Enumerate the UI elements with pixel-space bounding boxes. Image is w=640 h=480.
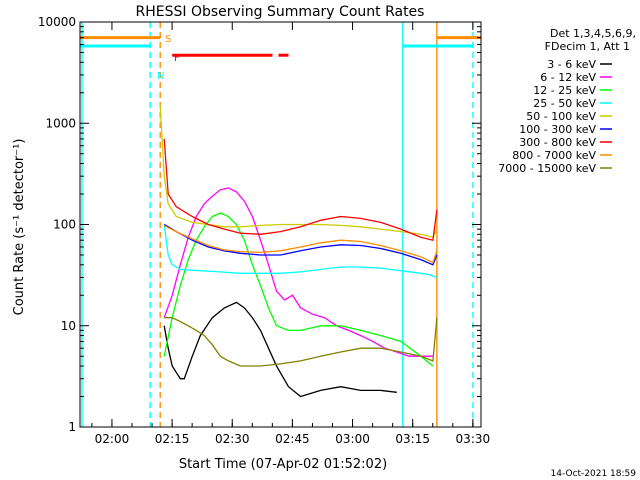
- y-tick-label-2: 100: [53, 218, 76, 232]
- y-tick-label-0: 1: [68, 420, 76, 434]
- x-axis-ticks: 02:00 02:15 02:30 02:45 03:00 03:15 03:30: [91, 22, 491, 446]
- x-tick-label-3: 02:45: [275, 432, 310, 446]
- legend-label-5: 100 - 300 keV: [519, 123, 596, 136]
- x-tick-label-4: 03:00: [335, 432, 370, 446]
- timestamp: 14-Oct-2021 18:59: [551, 469, 637, 479]
- x-tick-label-1: 02:15: [155, 432, 190, 446]
- series-line-0: [163, 301, 397, 398]
- legend-label-8: 7000 - 15000 keV: [498, 162, 596, 175]
- y-axis-ticks: 1 10 100 1000 10000: [38, 15, 481, 434]
- series-line-6: [163, 138, 438, 242]
- series-line-8: [164, 317, 438, 367]
- y-tick-label-4: 10000: [38, 15, 76, 29]
- x-tick-label-2: 02:30: [215, 432, 250, 446]
- legend-label-1: 6 - 12 keV: [540, 71, 596, 84]
- y-axis-label: Count Rate (s⁻¹ detector⁻¹): [12, 139, 27, 316]
- legend-label-0: 3 - 6 keV: [547, 58, 596, 71]
- night-flag-label: N: [157, 71, 164, 82]
- x-axis-label: Start Time (07-Apr-02 01:52:02): [179, 457, 387, 472]
- x-tick-label-5: 03:15: [395, 432, 430, 446]
- legend-label-7: 800 - 7000 keV: [512, 149, 596, 162]
- series-line-5: [163, 223, 438, 266]
- y-tick-label-3: 1000: [45, 116, 76, 130]
- x-tick-label-6: 03:30: [456, 432, 491, 446]
- series-line-7: [163, 224, 438, 264]
- series-lines: [159, 105, 438, 398]
- legend-label-6: 300 - 800 keV: [519, 136, 596, 149]
- legend-label-4: 50 - 100 keV: [526, 110, 596, 123]
- saa-flag-label: S: [165, 34, 171, 45]
- flare-flag-label: F: [174, 53, 180, 64]
- series-line-3: [163, 224, 438, 279]
- legend-header-line2: FDecim 1, Att 1: [545, 40, 630, 53]
- chart-title: RHESSI Observing Summary Count Rates: [136, 4, 425, 20]
- series-line-1: [163, 187, 433, 357]
- y-tick-label-1: 10: [61, 319, 76, 333]
- series-line-2: [163, 212, 434, 367]
- flag-bars: [80, 36, 481, 57]
- series-line-4: [159, 105, 438, 238]
- x-tick-label-0: 02:00: [95, 432, 130, 446]
- legend-label-2: 12 - 25 keV: [533, 84, 596, 97]
- legend-header-line1: Det 1,3,4,5,6,9,: [550, 27, 636, 40]
- legend-label-3: 25 - 50 keV: [533, 97, 596, 110]
